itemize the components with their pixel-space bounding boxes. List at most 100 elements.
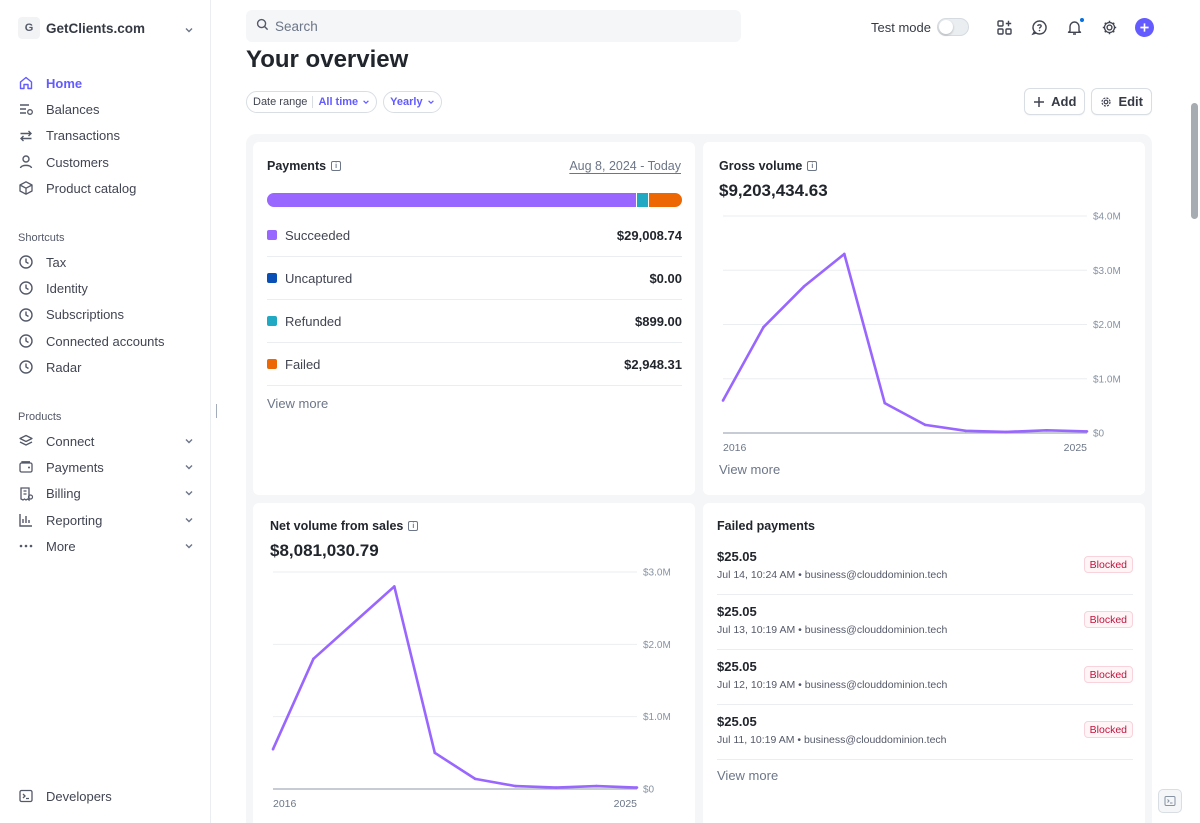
search-input[interactable] xyxy=(275,18,715,34)
info-icon[interactable]: i xyxy=(408,521,419,531)
payment-row-failed[interactable]: Failed $2,948.31 xyxy=(267,343,682,386)
topbar-actions: Test mode xyxy=(871,14,1154,40)
card-title: Payments i xyxy=(267,159,342,173)
reporting-icon xyxy=(18,512,34,528)
create-icon[interactable] xyxy=(1135,17,1154,37)
payment-row-uncaptured[interactable]: Uncaptured $0.00 xyxy=(267,257,682,300)
data-point[interactable] xyxy=(473,777,477,781)
edit-button[interactable]: Edit xyxy=(1091,88,1152,115)
test-mode-toggle[interactable] xyxy=(937,18,969,36)
data-point[interactable] xyxy=(1085,430,1089,433)
terminal-shortcut-button[interactable] xyxy=(1158,789,1182,813)
data-point[interactable] xyxy=(802,285,806,288)
data-point[interactable] xyxy=(1045,428,1048,432)
sidebar-resize-handle[interactable] xyxy=(216,404,217,418)
sidebar-item-customers[interactable]: Customers xyxy=(18,149,194,175)
apps-icon[interactable] xyxy=(996,18,1014,36)
sidebar-item-billing[interactable]: Billing xyxy=(18,481,194,507)
gear-icon xyxy=(1101,96,1112,107)
y-tick-label: $0 xyxy=(1093,429,1105,440)
sidebar-item-label: Balances xyxy=(46,101,100,117)
payment-row-label: Uncaptured xyxy=(285,270,353,286)
chevron-down-icon xyxy=(184,539,194,554)
terminal-icon xyxy=(1164,796,1176,806)
sidebar-item-connect[interactable]: Connect xyxy=(18,428,194,454)
failed-payment-amount: $25.05 xyxy=(717,714,757,729)
interval-filter[interactable]: Yearly xyxy=(383,91,442,113)
status-badge: Blocked xyxy=(1083,721,1133,738)
view-more-link[interactable]: View more xyxy=(267,396,329,411)
data-point[interactable] xyxy=(352,621,356,624)
sidebar-item-label: Transactions xyxy=(46,128,120,144)
account-avatar: G xyxy=(18,17,40,39)
data-point[interactable] xyxy=(762,325,765,329)
failed-payment-row[interactable]: $25.05 Jul 14, 10:24 AM • business@cloud… xyxy=(717,540,1133,595)
card-title-text: Payments xyxy=(267,159,327,173)
failed-payment-row[interactable]: $25.05 Jul 11, 10:19 AM • business@cloud… xyxy=(717,705,1133,760)
data-point[interactable] xyxy=(271,747,275,751)
sidebar-item-transactions[interactable]: Transactions xyxy=(18,123,194,149)
settings-icon[interactable] xyxy=(1101,18,1119,36)
data-point[interactable] xyxy=(433,751,437,755)
sidebar-item-payments[interactable]: Payments xyxy=(18,454,194,480)
failed-payment-row[interactable]: $25.05 Jul 13, 10:19 AM • business@cloud… xyxy=(717,595,1133,650)
view-more-link[interactable]: View more xyxy=(719,462,781,477)
sidebar-item-more[interactable]: More xyxy=(18,533,194,559)
product-catalog-icon xyxy=(18,180,34,196)
balances-icon xyxy=(18,101,34,117)
sidebar-item-reporting[interactable]: Reporting xyxy=(18,507,194,533)
y-tick-label: $3.0M xyxy=(643,568,671,579)
data-point[interactable] xyxy=(554,786,558,789)
payments-date-range-link[interactable]: Aug 8, 2024 - Today xyxy=(569,159,681,173)
notification-dot xyxy=(1078,17,1085,23)
info-icon[interactable]: i xyxy=(807,161,818,171)
payment-row-refunded[interactable]: Refunded $899.00 xyxy=(267,300,682,343)
sidebar-item-product-catalog[interactable]: Product catalog xyxy=(18,175,194,201)
data-point[interactable] xyxy=(923,423,927,427)
view-more-link[interactable]: View more xyxy=(717,768,779,783)
data-point[interactable] xyxy=(595,784,598,788)
data-point[interactable] xyxy=(635,786,639,789)
terminal-icon xyxy=(18,788,34,804)
y-tick-label: $1.0M xyxy=(643,712,671,723)
add-button[interactable]: Add xyxy=(1024,88,1086,115)
sidebar-item-home[interactable]: Home xyxy=(18,70,194,96)
failed-payment-meta: Jul 12, 10:19 AM • business@clouddominio… xyxy=(717,679,948,691)
data-point[interactable] xyxy=(964,429,967,433)
data-point[interactable] xyxy=(883,401,887,405)
help-icon[interactable] xyxy=(1031,18,1049,36)
sidebar-item-subscriptions[interactable]: Subscriptions xyxy=(18,302,194,328)
scrollbar-thumb[interactable] xyxy=(1191,103,1198,219)
account-switcher[interactable]: G GetClients.com xyxy=(18,16,194,40)
sidebar-item-developers[interactable]: Developers xyxy=(18,783,194,809)
x-tick-label: 2016 xyxy=(723,442,747,452)
payment-row-label: Succeeded xyxy=(285,227,351,243)
payments-card: Payments i Aug 8, 2024 - Today Succeeded… xyxy=(253,142,695,495)
series-line[interactable] xyxy=(721,252,1088,434)
data-point[interactable] xyxy=(1004,430,1008,434)
data-point[interactable] xyxy=(312,657,315,661)
series-line[interactable] xyxy=(271,585,638,789)
billing-icon xyxy=(18,486,34,502)
sidebar-item-connected-accounts[interactable]: Connected accounts xyxy=(18,328,194,354)
date-range-filter[interactable]: Date range All time xyxy=(246,91,378,113)
sidebar-item-label: Customers xyxy=(46,154,109,170)
search-bar[interactable] xyxy=(246,10,741,42)
test-mode-label: Test mode xyxy=(871,19,931,35)
sidebar-item-balances[interactable]: Balances xyxy=(18,96,194,122)
notifications-icon[interactable] xyxy=(1066,17,1085,36)
data-point[interactable] xyxy=(393,585,396,588)
info-icon[interactable]: i xyxy=(331,161,342,171)
data-point[interactable] xyxy=(843,252,846,256)
data-point[interactable] xyxy=(721,399,725,402)
sidebar-item-label: Home xyxy=(46,75,83,91)
y-tick-label: $1.0M xyxy=(1093,374,1121,385)
sidebar-item-radar[interactable]: Radar xyxy=(18,354,194,380)
connect-icon xyxy=(18,433,34,449)
failed-payment-row[interactable]: $25.05 Jul 12, 10:19 AM • business@cloud… xyxy=(717,650,1133,705)
sidebar-item-tax[interactable]: Tax xyxy=(18,249,194,275)
data-point[interactable] xyxy=(514,784,517,788)
page-scrollbar[interactable] xyxy=(1188,0,1200,823)
payment-row-succeeded[interactable]: Succeeded $29,008.74 xyxy=(267,214,682,257)
sidebar-item-identity[interactable]: Identity xyxy=(18,275,194,301)
